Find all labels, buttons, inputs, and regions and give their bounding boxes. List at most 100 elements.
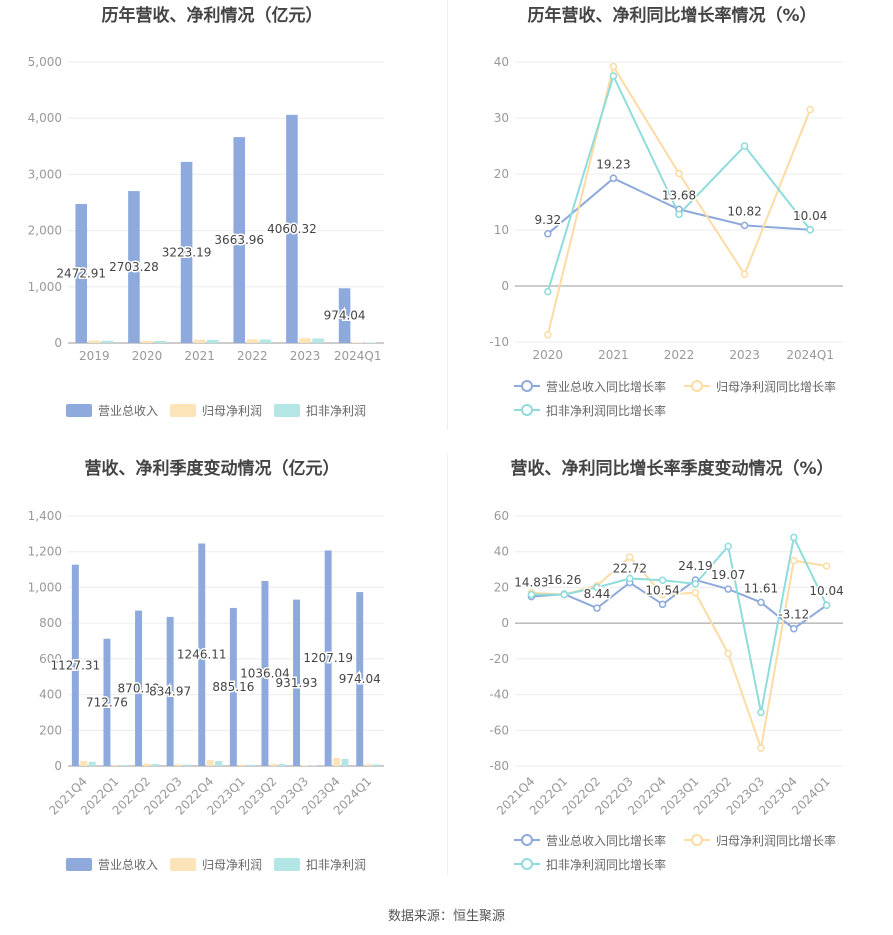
point-1-3	[740, 270, 749, 278]
bar-data-label-3: 3663.96	[214, 233, 264, 247]
point-2-3	[740, 142, 749, 150]
x-tick-label-5: 2024Q1	[334, 349, 382, 363]
chart-title: 历年营收、净利情况（亿元）	[102, 5, 323, 26]
point-0-4	[658, 600, 667, 609]
x-tick-label-1: 2020	[132, 349, 163, 363]
bar-0-6	[261, 580, 269, 766]
bar-0-3	[233, 137, 246, 343]
bar-2-0	[88, 761, 96, 766]
legend-label-0: 营业总收入	[98, 858, 158, 872]
chart-title: 营收、净利同比增长率季度变动情况（%）	[510, 458, 833, 479]
point-2-8	[790, 533, 798, 542]
point-0-2	[593, 604, 601, 612]
x-tick-label-2: 2022	[664, 348, 695, 362]
bar-1-9	[364, 764, 372, 766]
y-tick-label-1: 200	[39, 723, 62, 737]
bar-0-5	[338, 288, 351, 343]
bar-0-1	[128, 191, 140, 343]
point-2-2	[593, 583, 601, 592]
point-0-0	[544, 230, 552, 238]
y-tick-label-3: 3,000	[28, 167, 62, 181]
point-0-1	[609, 174, 618, 183]
bar-0-4	[286, 114, 298, 343]
bar-data-label-4: 4060.32	[267, 222, 317, 236]
y-tick-label-4: 0	[501, 616, 509, 630]
chart-title: 历年营收、净利同比增长率情况（%）	[527, 5, 816, 26]
legend-marker-2	[521, 404, 533, 416]
bar-1-5	[238, 764, 246, 766]
point-0-3	[740, 221, 749, 230]
y-tick-label-2: 10	[494, 223, 509, 237]
bar-data-label-9: 974.04	[339, 672, 381, 686]
legend-marker-0	[521, 834, 533, 846]
bar-2-2	[151, 763, 159, 766]
bar-data-label-0: 1127.31	[51, 658, 101, 672]
legend-marker-1	[691, 834, 703, 846]
bar-0-0	[75, 204, 88, 343]
chart-title: 营收、净利季度变动情况（亿元）	[85, 458, 340, 479]
line-data-label-1: 16.26	[547, 573, 581, 587]
legend-marker-0	[521, 380, 533, 392]
point-1-4	[658, 590, 667, 599]
bar-1-2	[143, 763, 151, 766]
y-tick-label-3: -20	[489, 652, 509, 666]
bar-1-5	[351, 342, 364, 343]
legend-label-2: 扣非净利润同比增长率	[546, 403, 666, 418]
y-tick-label-2: 400	[39, 688, 62, 702]
bar-1-4	[299, 338, 311, 343]
line-data-label-6: 19.07	[711, 568, 745, 582]
bar-0-3	[166, 616, 174, 766]
line-data-label-1: 19.23	[596, 157, 630, 171]
legend-label-2: 扣非净利润同比增长率	[546, 857, 666, 872]
x-tick-label-0: 2019	[79, 349, 110, 363]
y-tick-label-2: -40	[489, 688, 509, 702]
bar-1-6	[269, 763, 277, 766]
line-data-label-9: 10.04	[809, 584, 843, 598]
point-2-0	[544, 287, 552, 296]
bar-0-7	[293, 599, 301, 766]
legend-label-1: 归母净利润同比增长率	[716, 379, 836, 394]
series-line-2	[546, 73, 811, 292]
legend-swatch-2	[274, 404, 300, 417]
legend-label-0: 营业总收入同比增长率	[546, 833, 666, 848]
point-2-1	[609, 72, 618, 80]
y-tick-label-4: 4,000	[28, 111, 62, 125]
y-tick-label-1: -60	[489, 723, 509, 737]
bar-data-label-5: 885.16	[212, 680, 254, 694]
point-1-7	[757, 744, 765, 752]
point-2-4	[658, 576, 667, 585]
bar-0-9	[356, 592, 364, 766]
legend-label-2: 扣非净利润	[306, 404, 366, 418]
series-line-2	[531, 534, 828, 713]
bar-2-5	[364, 342, 377, 343]
y-tick-label-1: 1,000	[28, 280, 62, 294]
y-tick-label-0: 0	[54, 336, 62, 350]
point-0-8	[790, 624, 798, 633]
line-data-label-8: -3.12	[778, 608, 809, 622]
x-tick-label-0: 2020	[533, 348, 564, 362]
legend-label-0: 营业总收入	[98, 404, 158, 418]
bar-2-9	[373, 764, 381, 766]
line-data-label-0: 14.83	[514, 576, 548, 590]
legend-label-1: 归母净利润同比增长率	[716, 833, 836, 848]
bar-1-1	[111, 764, 119, 766]
line-data-label-7: 11.61	[744, 581, 778, 595]
point-2-6	[724, 542, 732, 551]
y-tick-label-3: 20	[494, 167, 509, 181]
y-tick-label-5: 20	[494, 580, 509, 594]
y-tick-label-5: 40	[494, 55, 509, 69]
bar-2-1	[154, 340, 166, 343]
legend-swatch-0	[66, 858, 92, 871]
y-tick-label-6: 1,200	[28, 545, 62, 559]
y-tick-label-5: 5,000	[28, 55, 62, 69]
legend-label-0: 营业总收入同比增长率	[546, 379, 666, 394]
point-1-1	[609, 62, 618, 71]
point-2-7	[757, 708, 765, 717]
bar-1-4	[206, 760, 214, 766]
bar-2-4	[215, 761, 223, 766]
legend-marker-2	[521, 858, 533, 870]
x-tick-label-3: 2022	[237, 349, 268, 363]
point-1-3	[626, 553, 634, 561]
y-tick-label-6: 40	[494, 545, 509, 559]
